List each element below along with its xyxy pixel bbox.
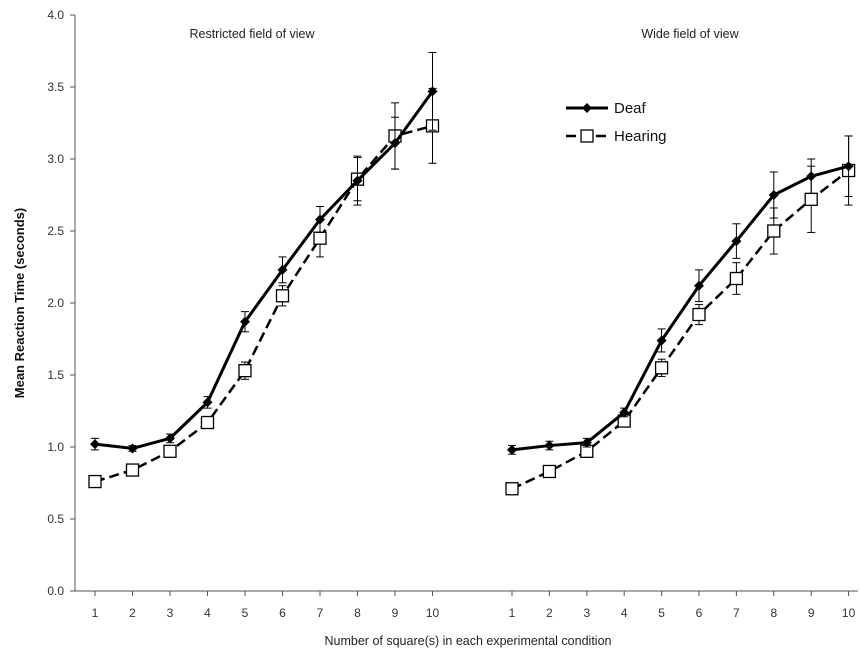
data-point-deaf xyxy=(694,280,704,291)
x-tick-label: 4 xyxy=(204,606,211,620)
data-point-hearing xyxy=(88,474,102,489)
data-point-deaf xyxy=(507,444,517,455)
legend: Deaf Hearing xyxy=(566,100,667,145)
series-line-hearing xyxy=(94,124,433,483)
data-point-hearing xyxy=(238,364,252,378)
data-point-deaf xyxy=(544,440,555,451)
x-tick-label: 8 xyxy=(354,606,361,620)
y-tick-label: 2.0 xyxy=(47,296,64,310)
y-tick-label: 3.0 xyxy=(47,152,64,166)
data-point-hearing xyxy=(804,192,818,206)
data-point-deaf xyxy=(277,264,288,275)
data-point-deaf xyxy=(202,397,213,408)
x-tick-label: 6 xyxy=(279,606,286,620)
legend-hearing-label: Hearing xyxy=(614,128,667,145)
data-point-hearing xyxy=(542,464,557,479)
panel-title-restricted: Restricted field of view xyxy=(189,27,315,41)
data-point-hearing xyxy=(505,482,519,496)
data-point-deaf xyxy=(806,171,817,182)
data-point-deaf xyxy=(427,86,438,97)
x-tick-label: 2 xyxy=(129,606,136,620)
panel-title-wide: Wide field of view xyxy=(641,27,739,41)
x-tick-label: 3 xyxy=(583,606,590,620)
series-line-deaf xyxy=(511,164,849,452)
data-point-deaf xyxy=(768,190,779,200)
y-tick-label: 1.5 xyxy=(47,368,64,382)
x-tick-label: 5 xyxy=(658,606,665,620)
x-tick-label: 1 xyxy=(92,606,99,620)
series-deaf-panel-1 xyxy=(90,51,438,454)
data-point-hearing xyxy=(200,415,215,430)
y-axis-title: Mean Reaction Time (seconds) xyxy=(12,208,27,398)
legend-deaf-marker xyxy=(582,103,592,113)
x-tick-label: 10 xyxy=(426,606,440,620)
data-point-deaf xyxy=(127,443,138,454)
x-tick-label: 2 xyxy=(546,606,553,620)
x-tick-label: 7 xyxy=(317,606,324,620)
data-point-hearing xyxy=(275,289,290,303)
series-hearing-panel-1 xyxy=(88,87,440,489)
data-point-deaf xyxy=(581,437,592,448)
x-tick-label: 7 xyxy=(733,606,740,620)
y-tick-label: 0.0 xyxy=(47,584,64,598)
data-point-hearing xyxy=(654,361,669,375)
series-line-deaf xyxy=(94,90,434,450)
data-point-deaf xyxy=(165,433,175,444)
y-ticks: 0.0 0.5 1.0 1.5 2.0 2.5 3.0 3.5 4.0 xyxy=(47,8,75,598)
y-tick-label: 1.0 xyxy=(47,440,64,454)
data-point-hearing xyxy=(125,463,140,477)
data-point-deaf xyxy=(240,316,250,327)
y-tick-label: 2.5 xyxy=(47,224,64,238)
data-point-deaf xyxy=(315,214,325,225)
y-tick-label: 4.0 xyxy=(47,8,64,22)
y-tick-label: 3.5 xyxy=(47,80,64,94)
data-point-hearing xyxy=(692,307,706,322)
data-point-hearing xyxy=(163,444,177,458)
data-point-deaf xyxy=(390,138,400,149)
x-ticks: 1 2 3 4 5 6 7 8 9 10 1 2 3 4 5 6 7 8 9 10 xyxy=(92,591,856,620)
legend-deaf-label: Deaf xyxy=(614,100,647,117)
x-tick-label: 4 xyxy=(621,606,628,620)
x-tick-label: 10 xyxy=(842,606,856,620)
data-point-hearing xyxy=(313,231,327,245)
series-layer xyxy=(88,51,856,496)
data-point-deaf xyxy=(619,407,630,418)
legend-hearing-marker xyxy=(580,129,594,143)
x-tick-label: 8 xyxy=(770,606,777,620)
x-tick-label: 3 xyxy=(167,606,174,620)
y-tick-label: 0.5 xyxy=(47,512,64,526)
data-point-deaf xyxy=(352,175,363,186)
x-tick-label: 6 xyxy=(696,606,703,620)
data-point-deaf xyxy=(731,236,742,247)
data-point-hearing xyxy=(767,224,781,238)
x-tick-label: 5 xyxy=(242,606,249,620)
x-tick-label: 9 xyxy=(808,606,815,620)
x-tick-label: 1 xyxy=(509,606,516,620)
data-point-deaf xyxy=(843,161,854,172)
x-axis-title: Number of square(s) in each experimental… xyxy=(325,634,612,648)
data-point-deaf xyxy=(90,439,100,450)
x-tick-label: 9 xyxy=(392,606,399,620)
data-point-hearing xyxy=(729,271,744,286)
data-point-deaf xyxy=(656,335,667,346)
series-line-hearing xyxy=(511,169,850,490)
series-deaf-panel-2 xyxy=(507,135,854,455)
